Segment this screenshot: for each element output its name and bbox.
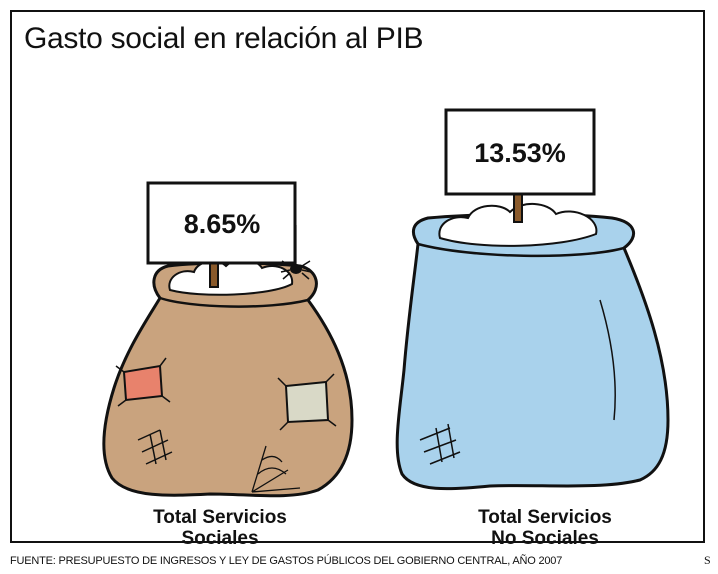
chart-title: Gasto social en relación al PIB [24,22,424,55]
corner-mark: S [704,553,711,567]
sack-no-sociales-stuffing [438,203,598,247]
sign-sociales: 8.65% [146,181,297,288]
sack-no-sociales [395,203,670,491]
category-label-line: No Sociales [491,528,599,549]
sign-no-sociales: 13.53% [444,108,596,223]
category-label-no-sociales: Total Servicios No Sociales [450,507,640,549]
spider-icon [280,225,312,280]
sack-sociales-neck [159,296,309,308]
category-label-line: Total Servicios [153,507,287,528]
value-label-sociales: 8.65% [184,209,261,239]
source-note: FUENTE: PRESUPUESTO DE INGRESOS Y LEY DE… [10,555,563,567]
sack-no-sociales-fold [599,299,616,421]
category-label-line: Sociales [181,528,259,549]
value-label-no-sociales: 13.53% [474,138,566,168]
sack-sociales-grey-patch [284,380,330,424]
sack-no-sociales-neck [417,242,625,258]
sack-no-sociales-hatching [419,423,461,465]
patch-stitches [115,357,171,407]
spider-web [251,445,301,493]
sack-sociales-hatching [137,429,173,465]
category-label-line: Total Servicios [478,507,612,528]
patch-stitches-2 [277,373,337,431]
category-label-sociales: Total Servicios Sociales [130,507,310,549]
sign-board [146,181,297,265]
sack-sociales-red-patch [122,364,164,402]
sign-board [444,108,596,196]
sack-sociales [102,258,354,498]
